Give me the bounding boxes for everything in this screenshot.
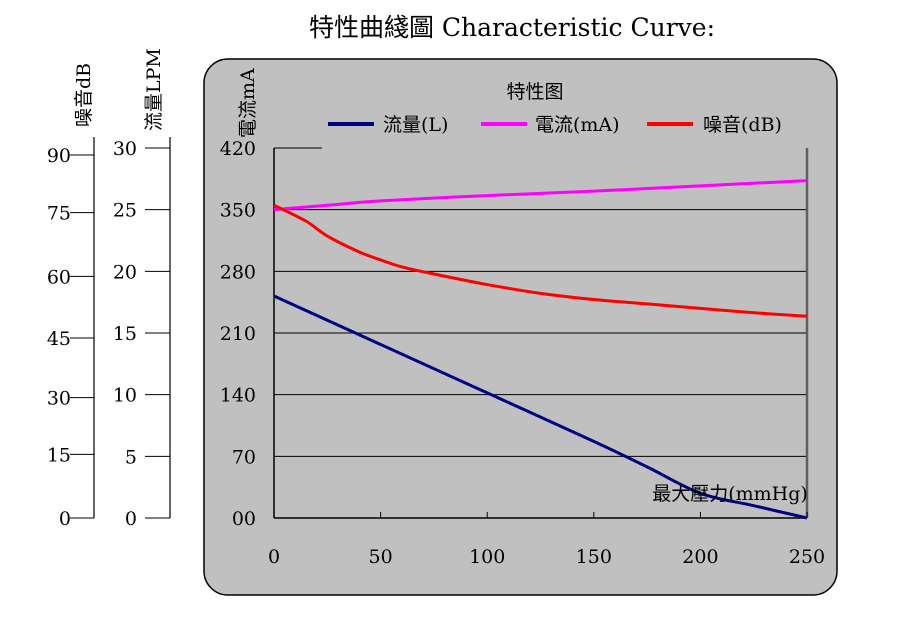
legend-label: 流量(L) <box>383 114 448 136</box>
x-tick-label: 50 <box>369 546 393 568</box>
legend-label: 電流(mA) <box>535 114 620 136</box>
y-tick-label: 350 <box>220 200 256 222</box>
secondary-tick-label: 5 <box>125 446 137 468</box>
x-tick-label: 150 <box>576 546 612 568</box>
secondary-tick-label: 25 <box>113 200 137 222</box>
secondary-tick-label: 75 <box>47 203 71 225</box>
legend: 流量(L) 電流(mA) 噪音(dB) <box>328 114 782 136</box>
y-tick-label: 210 <box>220 323 256 345</box>
secondary-tick-label: 10 <box>113 385 137 407</box>
y-axis-label: 電流mA <box>237 68 259 138</box>
secondary-tick-label: 15 <box>113 323 137 345</box>
secondary-tick-label: 30 <box>47 388 71 410</box>
secondary-tick-label: 15 <box>47 444 71 466</box>
x-tick-label: 250 <box>789 546 825 568</box>
plot-area-frame <box>203 58 838 596</box>
y-tick-label: 70 <box>232 446 256 468</box>
series-layer <box>273 179 808 520</box>
legend-label: 噪音(dB) <box>703 114 782 136</box>
grid-lines <box>274 147 807 457</box>
y-tick-label: 140 <box>220 385 256 407</box>
plot-title: 特性图 <box>506 81 563 103</box>
x-axis-label: 最大壓力(mmHg) <box>652 483 808 505</box>
noise-axis-label: 噪音dB <box>73 63 95 127</box>
series-line <box>273 179 808 212</box>
flow-axis-label: 流量LPM <box>143 48 165 131</box>
series-line <box>273 294 808 520</box>
secondary-tick-label: 90 <box>47 145 71 167</box>
y-tick-label: 00 <box>232 508 256 530</box>
secondary-tick-label: 20 <box>113 261 137 283</box>
secondary-axes: 0 15 30 45 60 75 90 0 5 10 15 20 25 30 <box>47 137 171 530</box>
chart-title: 特性曲綫圖 Characteristic Curve: <box>309 13 715 42</box>
secondary-tick-label: 30 <box>113 138 137 160</box>
x-tick-label: 200 <box>682 546 718 568</box>
secondary-tick-label: 0 <box>125 508 137 530</box>
y-tick-label: 280 <box>220 261 256 283</box>
y-tick-label: 420 <box>220 138 256 160</box>
series-line <box>273 203 808 318</box>
secondary-tick-label: 0 <box>59 508 71 530</box>
y-tick-labels: 00 70 140 210 280 350 420 <box>220 138 256 530</box>
secondary-tick-label: 45 <box>47 328 71 350</box>
x-tick-label: 0 <box>268 546 280 568</box>
secondary-tick-label: 60 <box>47 266 71 288</box>
x-tick-labels: 0 50 100 150 200 250 <box>268 512 825 568</box>
x-tick-label: 100 <box>469 546 505 568</box>
